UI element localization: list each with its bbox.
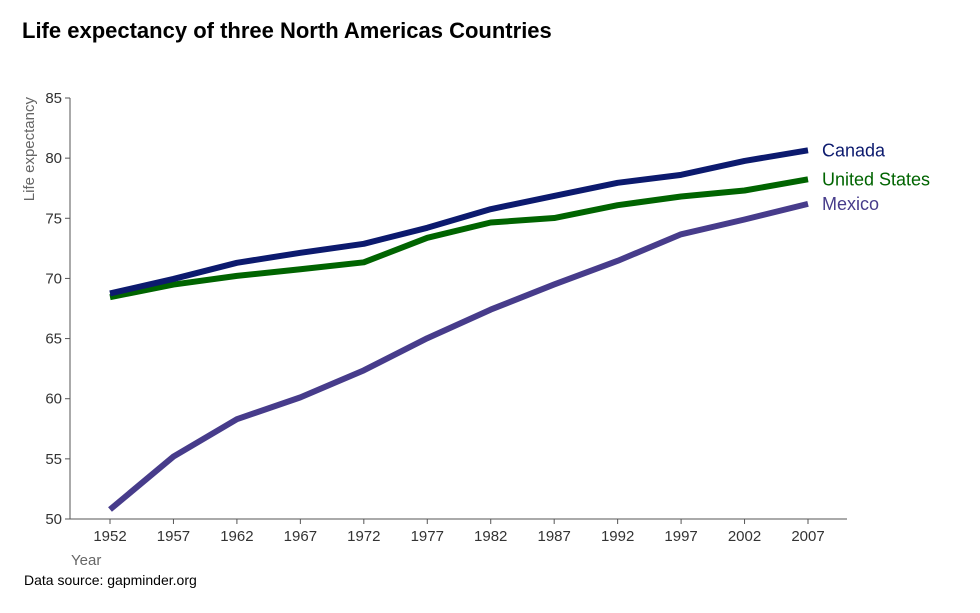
x-tick-label: 1982 [474, 528, 507, 545]
x-tick-label: 2002 [728, 528, 761, 545]
y-tick-label: 75 [45, 210, 62, 227]
y-tick-label: 55 [45, 451, 62, 468]
axes: 50 55 60 65 70 75 80 85 1952 1957 1962 1967 1972 1977… [21, 90, 847, 569]
x-tick-label: 1962 [220, 528, 253, 545]
source-caption: Data source: gapminder.org [24, 572, 197, 588]
series-labels: Canada United States Mexico [822, 140, 930, 214]
series-label-mexico: Mexico [822, 194, 879, 214]
y-tick-label: 60 [45, 391, 62, 408]
y-tick-label: 85 [45, 90, 62, 107]
x-tick-label: 1997 [664, 528, 697, 545]
x-tick-label: 1972 [347, 528, 380, 545]
x-tick-label: 1952 [93, 528, 126, 545]
x-tick-label: 1957 [157, 528, 190, 545]
y-tick-label: 70 [45, 270, 62, 287]
y-tick-label: 50 [45, 511, 62, 528]
chart-title: Life expectancy of three North Americas … [22, 18, 552, 43]
x-tick-label: 2007 [791, 528, 824, 545]
series-line-canada [109, 147, 809, 297]
series-line-united-states [109, 176, 809, 301]
series-layer [108, 147, 809, 512]
x-axis-title: Year [71, 552, 101, 569]
x-tick-label: 1987 [537, 528, 570, 545]
y-axis-title: Life expectancy [21, 97, 38, 202]
x-tick-label: 1977 [411, 528, 444, 545]
y-tick-label: 65 [45, 331, 62, 348]
series-label-united-states: United States [822, 169, 930, 189]
x-tick-label: 1967 [284, 528, 317, 545]
x-tick-label: 1992 [601, 528, 634, 545]
series-label-canada: Canada [822, 140, 886, 160]
series-line-mexico [108, 200, 809, 512]
y-tick-label: 80 [45, 150, 62, 167]
